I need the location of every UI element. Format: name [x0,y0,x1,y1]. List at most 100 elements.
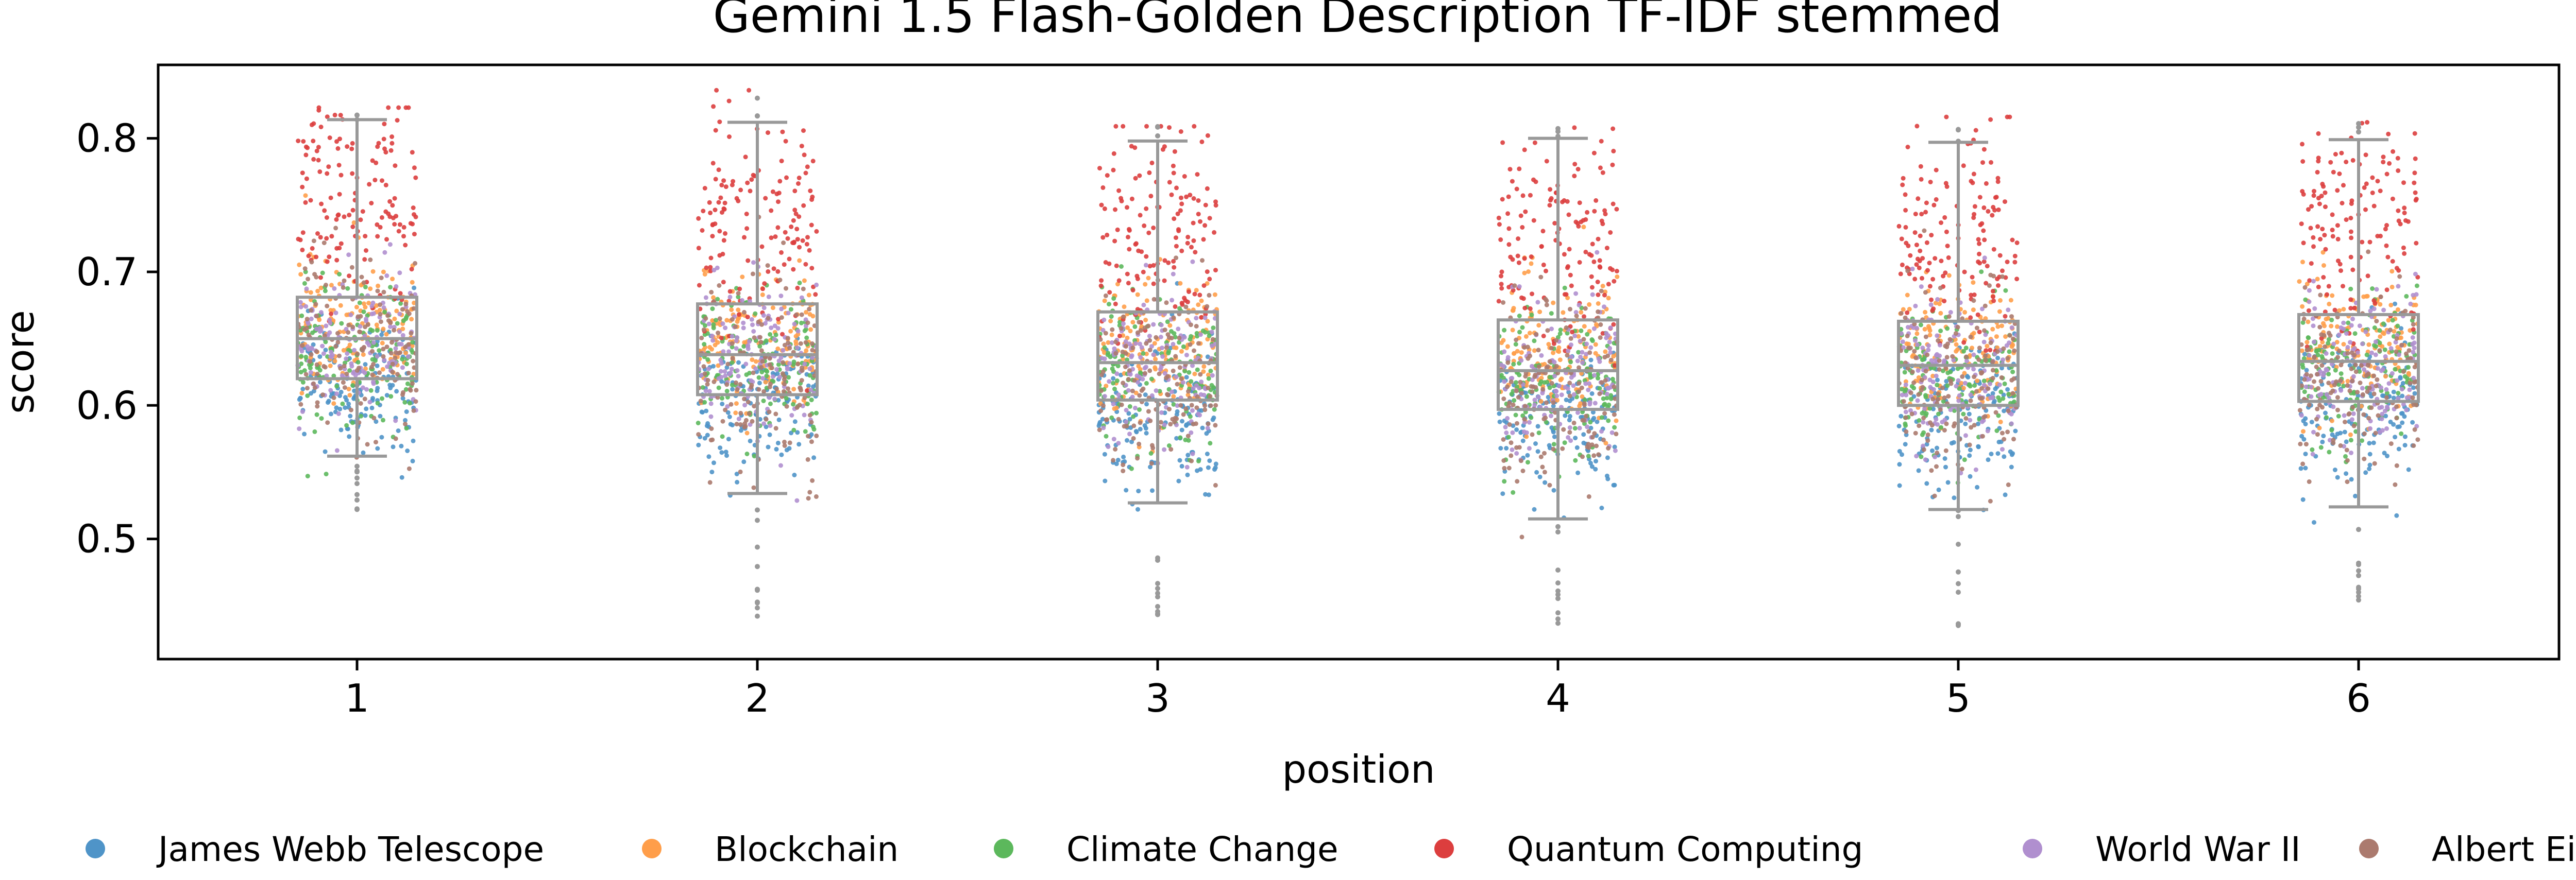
strip-point [336,163,342,168]
strip-point [2320,439,2325,444]
strip-point [1906,346,1911,351]
strip-point [705,433,710,438]
strip-point [794,227,800,232]
strip-point [2321,275,2326,280]
strip-point [1100,417,1105,422]
strip-point [1920,275,1924,281]
strip-point [1197,386,1202,391]
strip-point [778,463,783,468]
strip-point [2320,405,2325,410]
strip-point [337,192,342,197]
strip-point [1509,440,1514,445]
strip-point [2010,342,2015,348]
strip-point [404,409,409,414]
strip-point [338,366,343,371]
strip-point [1178,129,1183,134]
strip-point [413,175,418,180]
strip-point [774,367,779,372]
strip-point [2330,432,2335,437]
strip-point [1544,159,1549,164]
strip-point [318,125,324,129]
strip-point [1995,324,2001,329]
strip-point [1144,341,1149,346]
strip-point [1116,278,1122,283]
strip-point [2307,353,2312,358]
strip-point [747,411,752,416]
strip-point [409,317,414,322]
strip-point [1940,420,1945,425]
strip-point [362,257,367,262]
strip-point [1173,335,1178,340]
strip-point [1201,392,1207,398]
strip-point [2378,302,2383,307]
strip-point [2301,316,2307,321]
strip-point [1196,411,1201,417]
strip-point [769,325,774,331]
strip-point [2401,369,2406,374]
strip-point [1532,348,1537,353]
strip-point [723,184,728,189]
strip-point [2006,482,2011,487]
strip-point [756,375,761,380]
strip-point [1608,230,1613,235]
strip-point [1917,265,1922,270]
strip-point [314,314,319,319]
strip-point [722,200,727,205]
strip-point [795,285,800,290]
strip-point [2349,235,2354,240]
strip-point [325,171,330,176]
strip-point [346,330,351,335]
strip-point [787,440,792,445]
strip-point [1506,226,1512,231]
strip-point [1141,302,1146,307]
strip-point [2365,120,2370,125]
strip-point [1138,213,1143,218]
strip-point [716,385,721,390]
strip-point [1144,206,1149,211]
strip-point [317,354,323,359]
strip-point [394,214,399,219]
strip-point [1149,376,1154,382]
strip-point [1192,371,1197,376]
strip-point [2336,413,2341,419]
strip-point [1580,454,1585,459]
strip-point [2387,341,2392,347]
strip-point [337,246,342,251]
strip-point [798,341,803,346]
strip-point [1099,388,1104,393]
strip-point [384,393,389,398]
strip-point [2005,356,2010,361]
strip-point [346,322,351,327]
strip-point [2342,413,2347,418]
strip-point [2394,349,2399,354]
strip-point [1518,213,1523,218]
strip-point [1118,326,1124,331]
strip-point [736,307,741,313]
strip-point [778,294,784,299]
strip-point [374,440,378,445]
strip-point [346,387,351,392]
strip-point [763,196,768,201]
strip-point [1523,334,1529,339]
strip-point [2318,378,2324,384]
strip-point [359,274,364,280]
strip-point [404,361,409,367]
strip-point [808,188,813,194]
strip-point [1522,270,1527,275]
strip-point [1135,456,1140,461]
strip-point [2303,465,2308,471]
strip-point [2350,316,2355,321]
strip-point [1931,366,1937,371]
strip-point [1614,432,1619,437]
strip-point [332,286,337,291]
strip-point [2345,383,2350,388]
strip-point [2000,430,2005,436]
strip-point [2326,316,2331,321]
strip-point [814,494,819,499]
strip-point [2349,477,2354,482]
strip-point [2320,340,2325,344]
strip-point [785,336,790,341]
strip-point [341,348,346,353]
strip-point [1562,285,1567,290]
strip-point [2394,463,2399,468]
